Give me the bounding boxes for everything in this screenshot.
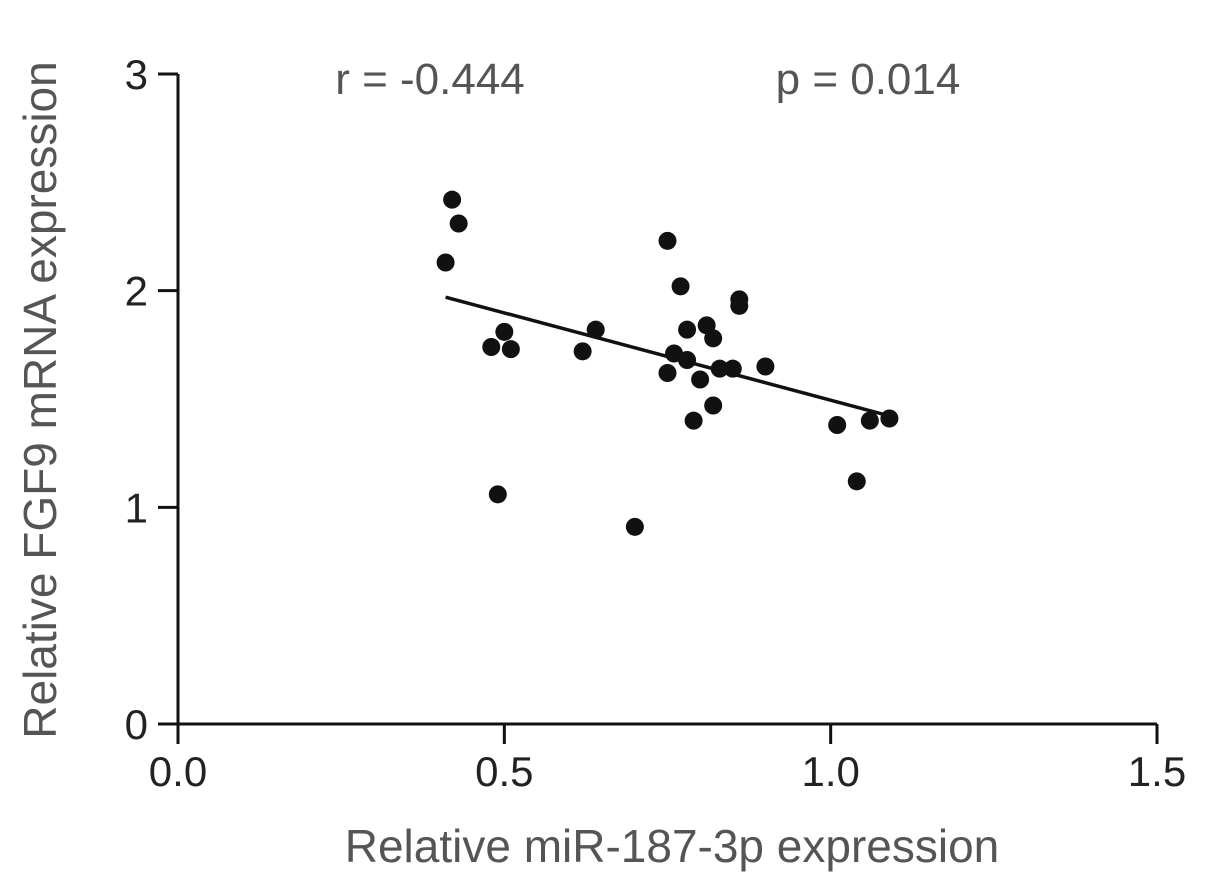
correlation-r-label: r = -0.444	[335, 55, 525, 104]
data-point	[860, 411, 879, 430]
data-points	[436, 190, 899, 536]
data-point	[488, 485, 507, 504]
x-ticks: 0.0 0.5 1.0 1.5	[149, 724, 1186, 795]
data-point	[756, 357, 775, 376]
data-point	[880, 409, 899, 428]
data-point	[704, 329, 723, 348]
data-point	[710, 359, 729, 378]
data-point	[436, 253, 455, 272]
y-ticks: 0 1 2 3	[125, 51, 178, 748]
regression-line	[445, 295, 884, 416]
data-point	[501, 340, 520, 359]
data-point	[586, 320, 605, 339]
y-tick-label: 1	[125, 484, 148, 531]
data-point	[847, 472, 866, 491]
x-tick-label: 0.0	[149, 748, 207, 795]
y-tick-label: 0	[125, 701, 148, 748]
data-point	[691, 370, 710, 389]
data-point	[625, 517, 644, 536]
data-point	[482, 338, 501, 356]
p-value-label: p = 0.014	[776, 55, 961, 104]
data-point	[723, 359, 742, 378]
data-point	[828, 416, 847, 434]
data-point	[495, 322, 514, 341]
data-point	[443, 190, 462, 209]
data-point	[658, 231, 677, 250]
x-tick-label: 1.0	[801, 748, 859, 795]
regression-line-group	[445, 295, 884, 416]
data-point	[684, 411, 703, 430]
data-point	[730, 296, 749, 315]
data-point	[671, 277, 690, 296]
y-tick-label: 3	[125, 51, 148, 98]
data-point	[704, 396, 723, 415]
x-tick-label: 1.5	[1128, 748, 1186, 795]
data-point	[678, 351, 697, 369]
axes	[176, 74, 1157, 726]
data-point	[658, 364, 677, 382]
y-axis-title: Relative FGF9 mRNA expression	[14, 61, 66, 738]
data-point	[678, 320, 697, 339]
y-tick-label: 2	[125, 268, 148, 315]
data-point	[573, 342, 592, 361]
x-axis-title: Relative miR-187-3p expression	[345, 820, 1000, 872]
x-tick-label: 0.5	[475, 748, 533, 795]
data-point	[449, 214, 468, 233]
